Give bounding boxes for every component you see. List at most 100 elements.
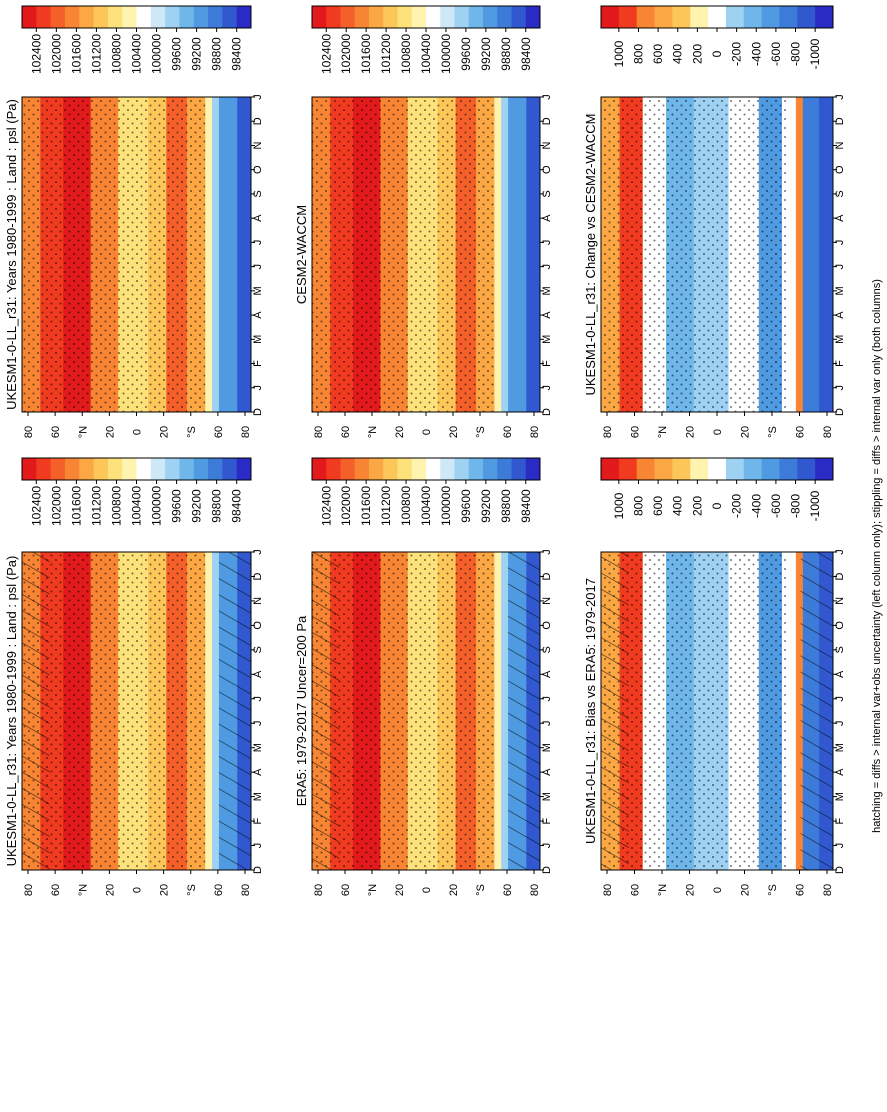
stippling-overlay [601,552,787,870]
month-tick-label: J [252,549,264,555]
month-tick-label: S [252,190,264,197]
colorbar-swatch [93,6,109,28]
colorbar-tick-label: -200 [730,494,744,518]
heatmap-band [205,552,213,870]
lat-tick-label: 20 [685,426,697,438]
lat-tick-label: 60 [213,426,225,438]
month-tick-label: J [541,385,553,391]
colorbar-swatch [383,6,398,28]
colorbar-swatch [601,458,620,480]
colorbar-swatch [222,6,238,28]
lat-tick-label: 80 [23,426,35,438]
colorbar-tick-label: 200 [690,496,704,516]
colorbar-tick-label: 400 [671,496,685,516]
colorbar-swatch [440,458,455,480]
month-tick-label: J [541,549,553,555]
colorbar-swatch [122,6,137,28]
colorbar-tick-label: 100400 [130,34,144,74]
colorbar-swatch [222,458,238,480]
month-tick-label: F [834,360,846,367]
lat-tick-label: 0 [421,887,433,893]
colorbar-tick-label: -800 [789,494,803,518]
colorbar-swatch [440,6,455,28]
month-tick-label: J [541,843,553,849]
month-tick-label: A [252,214,264,222]
month-tick-label: S [834,646,846,653]
colorbar-tick-label: 200 [690,44,704,64]
heatmap-panel-5: 80 60 °N 20 0 20 °S 60 80 D J F M A M J J A S O N D J CESM2-WAC… [294,94,553,438]
month-tick-label: M [834,743,846,752]
colorbar-swatch [236,6,252,28]
month-tick-label: M [834,286,846,295]
hatching-overlay [601,552,629,870]
colorbar-swatch [22,458,37,480]
colorbar-tick-label: 101200 [89,486,103,526]
hatching-overlay [218,552,251,870]
colorbar-tick-label: 1000 [612,492,626,519]
month-tick-label: J [834,94,846,100]
month-tick-label: F [541,817,553,824]
lat-tick-label: 60 [340,884,352,896]
colorbar-tick-label: 101600 [359,34,373,74]
lat-tick-label: 20 [159,426,171,438]
month-tick-label: A [541,768,553,776]
month-tick-label: A [834,214,846,222]
colorbar-swatch [208,6,223,28]
month-tick-label: D [252,117,264,125]
stippling-overlay [312,552,495,870]
month-tick-label: D [252,572,264,580]
lat-tick-label: °S [475,884,487,896]
month-tick-label: D [834,572,846,580]
lat-tick-label: 60 [630,426,642,438]
colorbar-swatch [136,458,152,480]
panel-title: ERA5: 1979-2017 Uncer=200 Pa [294,615,309,806]
month-tick-label: D [541,117,553,125]
lat-tick-label: °S [186,884,198,896]
colorbar-tick-label: 1000 [612,40,626,67]
month-tick-label: F [252,817,264,824]
colorbar-tick-label: 99200 [479,37,493,71]
lat-tick-label: 80 [23,884,35,896]
panel-title: UKESM1-0-LL_r31: Years 1980-1999 : Land … [4,556,19,867]
lat-tick-label: 0 [712,429,724,435]
month-tick-label: F [834,817,846,824]
colorbar-swatch [725,6,745,28]
heatmap-band [494,97,502,412]
colorbar-swatch [208,458,223,480]
month-tick-label: J [834,385,846,391]
month-tick-label: D [252,866,264,874]
month-tick-label: A [541,311,553,319]
colorbar-swatch [779,458,798,480]
colorbar-tick-label: 99600 [170,37,184,71]
lat-tick-label: 0 [132,429,144,435]
month-tick-label: J [252,720,264,726]
colorbar-swatch [50,6,66,28]
footnote: hatching = diffs > internal var+obs unce… [871,279,883,833]
month-tick-label: D [541,572,553,580]
heatmap-panel-4: 80 60 °N 20 0 20 °S 60 80 D J F M A M J J A S O N D J UKESM1-0-… [4,94,264,438]
month-tick-label: J [252,240,264,246]
heatmap-band [795,552,804,870]
colorbar-swatch [179,458,195,480]
colorbar-swatch [511,6,527,28]
stippling-overlay [312,97,495,412]
colorbar-tick-label: -1000 [808,490,822,521]
lat-tick-label: 80 [602,426,614,438]
month-tick-label: J [541,264,553,270]
month-tick-label: J [834,240,846,246]
colorbar-swatch [64,458,80,480]
colorbar-tick-label: 98800 [499,37,513,71]
month-tick-label: J [252,385,264,391]
panel-title: UKESM1-0-LL_r31: Change vs CESM2-WACCM [583,114,598,396]
lat-tick-label: 80 [602,884,614,896]
hatching-overlay [800,552,833,870]
month-tick-label: F [252,360,264,367]
colorbar-tick-label: 100400 [419,486,433,526]
colorbar-swatch [426,458,441,480]
colorbar-tick-label: 101200 [379,486,393,526]
month-tick-label: A [834,768,846,776]
month-tick-label: S [541,646,553,653]
lat-tick-label: 20 [104,884,116,896]
colorbar-swatch [618,6,638,28]
colorbar-swatch [511,458,527,480]
